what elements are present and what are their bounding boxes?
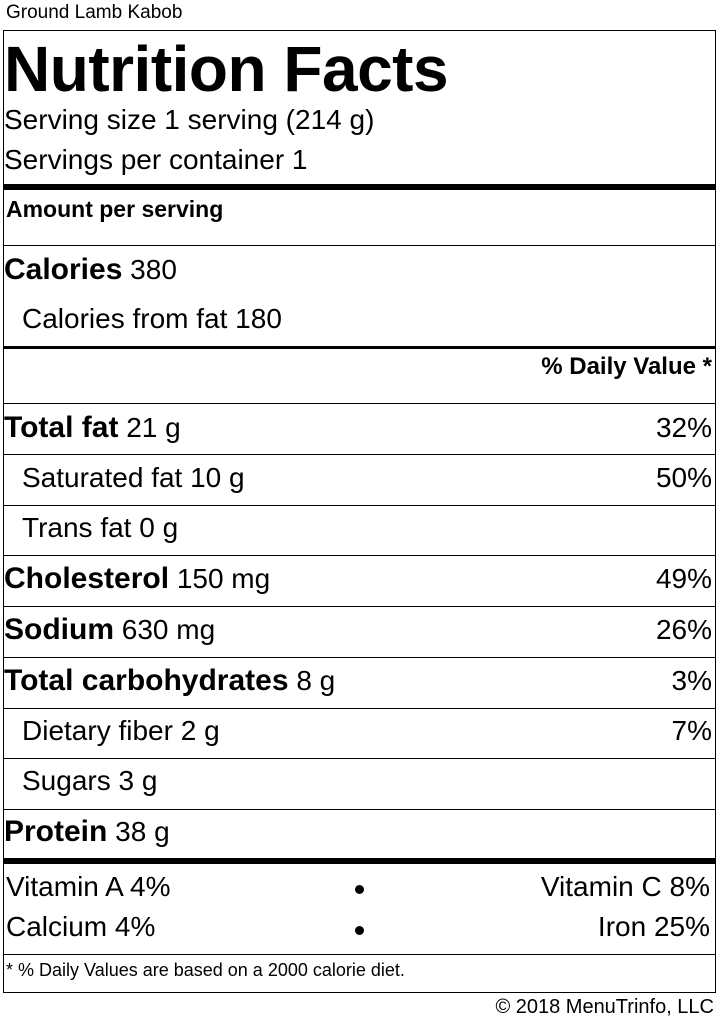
nutrient-label: Dietary fiber 2 g (22, 715, 220, 746)
nutrient-label: Protein (4, 815, 108, 848)
nutrient-row-cholesterol: Cholesterol 150 mg 49% (4, 562, 712, 596)
nutrient-dv: 49% (655, 563, 712, 594)
footnote: * % Daily Values are based on a 2000 cal… (6, 960, 405, 980)
divider (4, 606, 716, 607)
divider (4, 657, 716, 658)
divider (4, 809, 716, 810)
nutrient-dv: 26% (655, 614, 712, 645)
calories-value: 380 (130, 254, 177, 285)
nutrient-label: Sugars 3 g (22, 765, 158, 796)
calories-label: Calories (4, 253, 123, 286)
nutrient-label: Trans fat 0 g (22, 512, 179, 543)
nutrient-label: Saturated fat 10 g (22, 462, 245, 493)
divider (4, 758, 716, 759)
nutrient-label: Cholesterol (4, 562, 170, 595)
divider (4, 954, 716, 955)
daily-value-header: % Daily Value * (541, 353, 712, 380)
nutrient-amount: 8 g (296, 665, 336, 696)
vitamin-a: Vitamin A 4% (6, 871, 171, 902)
nutrient-row-sugars: Sugars 3 g (22, 764, 712, 798)
calories-from-fat: Calories from fat 180 (22, 303, 282, 334)
thick-divider (4, 184, 716, 190)
serving-size: Serving size 1 serving (214 g) (4, 104, 375, 135)
nutrient-row-trans-fat: Trans fat 0 g (22, 511, 712, 545)
medium-divider (4, 346, 716, 349)
nutrient-dv: 7% (671, 715, 712, 746)
nutrient-dv: 3% (671, 665, 712, 696)
vitamin-c: Vitamin C 8% (540, 871, 710, 902)
divider (4, 454, 716, 455)
thick-divider (4, 858, 716, 864)
nutrient-amount: 21 g (126, 412, 181, 443)
nutrient-dv: 50% (655, 462, 712, 493)
nutrient-amount: 38 g (115, 816, 170, 847)
nutrient-row-saturated-fat: Saturated fat 10 g 50% (22, 461, 712, 495)
nutrient-amount: 630 mg (121, 614, 216, 645)
divider (4, 245, 716, 246)
divider (4, 708, 716, 709)
iron: Iron 25% (597, 911, 710, 942)
bullet-icon (355, 885, 364, 894)
calories-row: Calories 380 (4, 253, 712, 287)
item-name: Ground Lamb Kabob (6, 2, 183, 23)
nutrient-label: Total fat (4, 411, 119, 444)
nutrient-label: Sodium (4, 613, 114, 646)
nutrient-label: Total carbohydrates (4, 664, 289, 697)
divider (4, 403, 716, 404)
nutrient-row-total-carbohydrates: Total carbohydrates 8 g 3% (4, 664, 712, 698)
nutrient-row-total-fat: Total fat 21 g 32% (4, 411, 712, 445)
copyright: © 2018 MenuTrinfo, LLC (495, 996, 714, 1018)
nutrient-row-dietary-fiber: Dietary fiber 2 g 7% (22, 714, 712, 748)
bullet-icon (355, 926, 364, 935)
nutrition-label (3, 30, 716, 993)
divider (4, 505, 716, 506)
nutrient-amount: 150 mg (176, 563, 271, 594)
label-title: Nutrition Facts (4, 33, 449, 105)
calcium: Calcium 4% (6, 911, 156, 942)
amount-per-serving: Amount per serving (6, 196, 224, 222)
servings-per-container: Servings per container 1 (4, 144, 308, 175)
nutrient-row-sodium: Sodium 630 mg 26% (4, 613, 712, 647)
nutrient-row-protein: Protein 38 g (4, 815, 712, 849)
divider (4, 555, 716, 556)
nutrient-dv: 32% (655, 412, 712, 443)
